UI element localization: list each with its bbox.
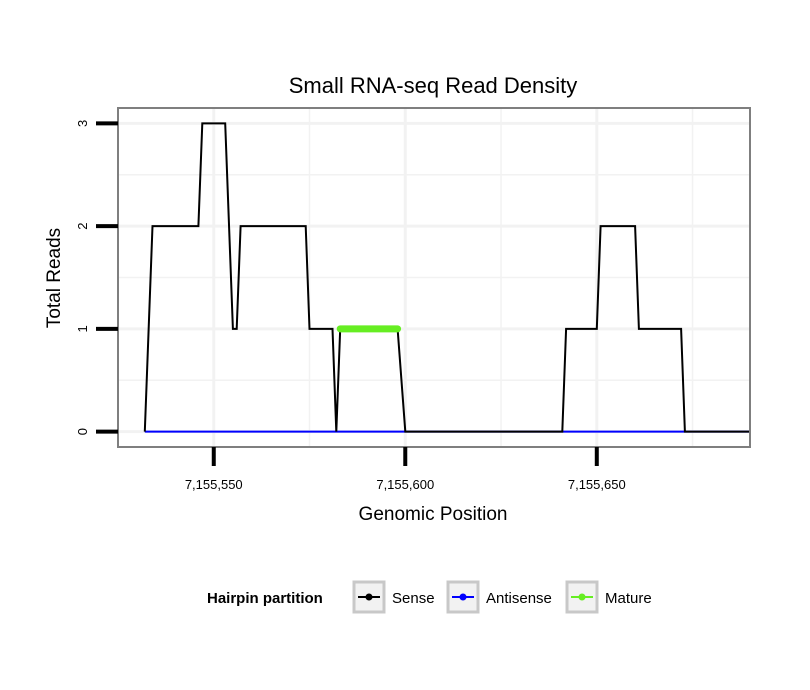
x-axis: 7,155,550 7,155,600 7,155,650 <box>185 447 626 492</box>
legend-title: Hairpin partition <box>207 590 323 607</box>
y-tick-label: 2 <box>75 222 90 229</box>
legend: Hairpin partition Sense Antisense Mature <box>207 580 652 614</box>
legend-label-mature: Mature <box>605 590 652 607</box>
plot-panel-border <box>117 107 751 448</box>
y-tick-label: 0 <box>75 428 90 435</box>
x-tick-label: 7,155,550 <box>185 477 243 492</box>
y-tick-label: 1 <box>75 325 90 332</box>
y-tick-label: 3 <box>75 120 90 127</box>
legend-label-sense: Sense <box>392 590 435 607</box>
legend-key-point <box>459 593 467 601</box>
x-axis-title: Genomic Position <box>359 504 508 525</box>
series-layer <box>143 122 750 433</box>
chart-title: Small RNA-seq Read Density <box>289 73 578 98</box>
y-axis: 0 1 2 3 <box>75 120 118 435</box>
x-tick-label: 7,155,600 <box>376 477 434 492</box>
x-tick-label: 7,155,650 <box>568 477 626 492</box>
legend-key-point <box>365 593 373 601</box>
legend-key-point <box>578 593 586 601</box>
legend-items: Sense Antisense Mature <box>352 580 652 614</box>
legend-label-antisense: Antisense <box>486 590 552 607</box>
y-axis-title: Total Reads <box>44 228 65 328</box>
series-line-sense <box>143 122 750 433</box>
